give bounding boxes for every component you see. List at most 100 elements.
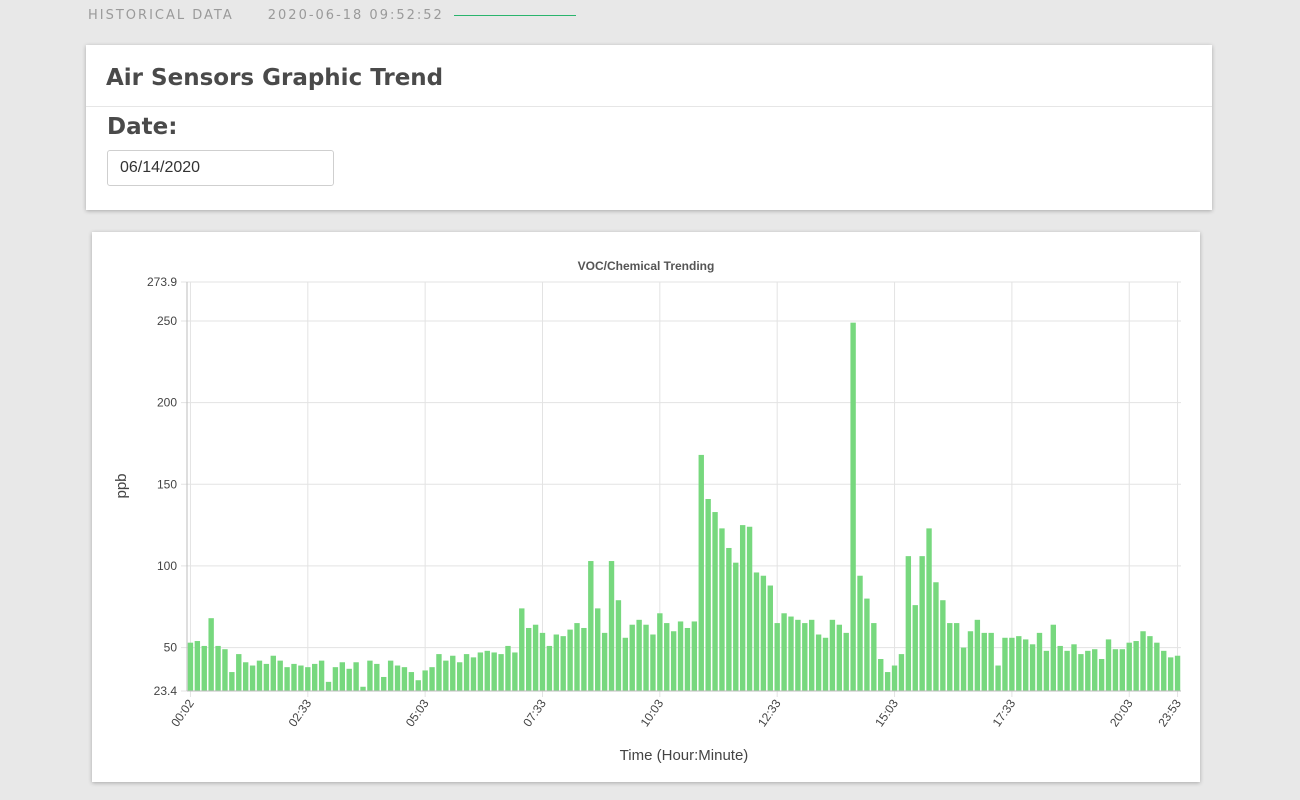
bar: [746, 526, 753, 691]
bar: [491, 652, 497, 691]
bar: [394, 665, 401, 691]
y-tick-label: 150: [157, 477, 177, 491]
bar: [774, 623, 780, 691]
x-tick-label: 23:53: [1155, 696, 1184, 729]
bar: [512, 652, 518, 691]
bar: [601, 632, 608, 691]
bar: [1098, 658, 1105, 691]
bar: [408, 672, 415, 691]
bar: [974, 619, 981, 691]
bar: [318, 660, 325, 691]
bar: [912, 605, 918, 691]
bar: [1092, 649, 1098, 691]
bar: [215, 645, 221, 691]
bar: [194, 641, 201, 691]
bar: [222, 649, 228, 691]
bar: [1085, 650, 1091, 691]
bar: [567, 629, 573, 691]
voc-bar-chart: VOC/Chemical Trending 23.4 50 100 150 200 250…: [113, 259, 1184, 764]
bar: [995, 665, 1001, 691]
bar: [208, 618, 214, 691]
bar: [1043, 650, 1050, 691]
bar: [312, 663, 318, 691]
accent-line: [453, 14, 576, 16]
y-tick-label: 50: [164, 641, 178, 655]
bar: [477, 652, 484, 691]
bar: [249, 665, 256, 691]
chart-grid: [181, 281, 1181, 697]
bar: [263, 663, 270, 691]
y-tick-label: 100: [157, 559, 177, 573]
bar: [1029, 644, 1036, 691]
bar: [401, 667, 408, 691]
bar: [864, 598, 870, 691]
bar: [298, 665, 304, 691]
bar: [712, 512, 718, 691]
bar: [463, 654, 470, 691]
bar: [871, 623, 877, 691]
bar: [829, 619, 836, 691]
bar: [256, 660, 263, 691]
x-axis-title: Time (Hour:Minute): [620, 747, 749, 764]
bar: [1161, 650, 1167, 691]
bar: [1105, 639, 1112, 691]
bar: [277, 660, 283, 691]
bar: [229, 672, 235, 691]
bar: [560, 636, 566, 691]
bar: [698, 454, 704, 691]
bar: [664, 623, 670, 691]
panel-title: Air Sensors Graphic Trend: [106, 65, 444, 91]
bar: [719, 528, 725, 691]
bar: [1119, 649, 1126, 691]
y-axis-title: ppb: [113, 473, 130, 498]
bar: [270, 655, 276, 691]
bar: [539, 632, 546, 691]
bar: [622, 637, 629, 691]
bar: [615, 600, 622, 691]
chart-axes: [186, 282, 1181, 692]
bar: [374, 663, 380, 691]
bar: [967, 631, 974, 691]
bar: [767, 585, 773, 691]
bar: [836, 624, 843, 691]
x-tick-label: 12:33: [755, 696, 784, 729]
bar: [546, 645, 553, 691]
bar: [809, 619, 815, 691]
bar: [201, 645, 207, 691]
bar: [781, 613, 787, 691]
bar: [505, 645, 511, 691]
bar: [788, 616, 794, 691]
bar: [1057, 645, 1063, 691]
bar: [305, 667, 311, 691]
bar: [346, 668, 352, 691]
bar: [657, 613, 663, 691]
bar: [760, 575, 767, 691]
bar: [1050, 624, 1056, 691]
bar: [443, 660, 449, 691]
y-tick-labels: 23.4 50 100 150 200 250 273.9: [147, 275, 177, 698]
bar: [905, 556, 912, 691]
bar: [733, 562, 739, 691]
date-input[interactable]: [107, 150, 334, 186]
bar: [470, 657, 477, 691]
bar: [450, 655, 456, 691]
bar: [795, 619, 801, 691]
bar: [353, 662, 359, 691]
bar: [415, 680, 421, 691]
y-tick-label: 250: [157, 314, 177, 328]
bar: [1022, 639, 1029, 691]
x-tick-labels: 00:02 02:33 05:03 07:33 10:03 12:33 15:03 17:33…: [168, 696, 1184, 729]
bar: [753, 572, 760, 691]
x-tick-label: 20:03: [1107, 696, 1136, 729]
bar: [629, 624, 635, 691]
bar: [677, 621, 684, 691]
x-tick-label: 02:33: [286, 696, 315, 729]
bar: [822, 637, 829, 691]
bar: [739, 525, 746, 691]
bar: [891, 665, 898, 691]
bar: [429, 667, 435, 691]
bar: [608, 561, 615, 691]
bar: [1064, 650, 1070, 691]
date-panel: Air Sensors Graphic Trend Date:: [86, 45, 1212, 210]
bar: [947, 623, 953, 691]
